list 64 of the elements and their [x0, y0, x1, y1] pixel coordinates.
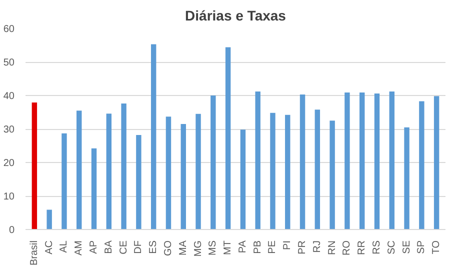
x-tick-label: RS	[371, 240, 382, 254]
bar	[46, 210, 52, 230]
bar	[166, 116, 172, 230]
bar	[76, 110, 82, 230]
bar	[359, 92, 365, 230]
bar	[314, 110, 320, 230]
y-tick-label: 50	[3, 58, 15, 68]
bar	[106, 114, 112, 230]
bar	[180, 124, 186, 230]
x-tick-label: CE	[118, 240, 130, 254]
bar	[285, 114, 290, 230]
bar	[62, 133, 67, 230]
x-tick-label: ES	[148, 240, 160, 254]
chart-title: Diárias e Taxas	[185, 8, 286, 24]
x-tick-label: AM	[74, 240, 85, 256]
x-tick-label: AC	[44, 240, 55, 254]
bar	[210, 96, 216, 230]
bar	[255, 91, 260, 230]
x-tick-label: SP	[416, 240, 428, 254]
x-tick-label: PA	[237, 240, 248, 254]
bar	[404, 127, 410, 230]
x-tick-label: PB	[252, 240, 264, 254]
x-tick-label: Brasil	[28, 240, 40, 266]
bar	[240, 130, 246, 230]
bar	[91, 148, 97, 230]
x-tick-label: PE	[267, 240, 278, 254]
bar	[225, 47, 231, 230]
x-tick-label: SC	[386, 240, 398, 254]
bar	[300, 94, 306, 230]
bar	[196, 114, 201, 230]
bar	[389, 91, 394, 230]
x-tick-label: GO	[162, 240, 174, 256]
bar	[419, 101, 424, 230]
bar	[270, 112, 276, 230]
y-tick-label: 20	[3, 158, 15, 169]
x-tick-label: BA	[103, 240, 114, 254]
x-tick-label: RR	[356, 240, 368, 255]
y-tick-label: 30	[3, 124, 15, 136]
x-tick-label: RJ	[312, 240, 323, 253]
x-tick-label: RN	[326, 240, 338, 255]
x-tick-label: MG	[192, 240, 204, 257]
bar	[32, 102, 38, 230]
y-tick-label: 0	[8, 225, 15, 236]
bar	[330, 120, 335, 230]
y-tick-label: 10	[3, 192, 15, 202]
y-tick-label: 60	[3, 24, 15, 35]
bar	[434, 96, 440, 230]
y-tick-label: 40	[3, 91, 15, 102]
x-tick-label: SE	[401, 240, 412, 254]
x-tick-label: MT	[222, 240, 234, 255]
bar	[136, 135, 142, 230]
x-tick-label: DF	[133, 240, 144, 254]
x-tick-label: MA	[178, 240, 189, 256]
x-tick-label: PR	[297, 240, 308, 254]
bar	[374, 93, 380, 230]
x-tick-label: RO	[342, 240, 353, 256]
bar	[121, 104, 126, 230]
x-tick-label: MS	[208, 240, 219, 256]
x-tick-label: TO	[431, 240, 442, 254]
bar	[150, 44, 156, 230]
x-tick-label: PI	[282, 240, 294, 250]
bar	[344, 92, 350, 230]
x-tick-label: AL	[58, 240, 70, 253]
x-tick-label: AP	[88, 240, 100, 254]
